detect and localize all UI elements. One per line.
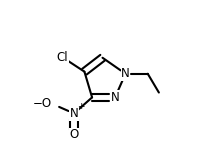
Text: N: N [111,91,119,104]
Text: +: + [77,102,84,111]
Text: Cl: Cl [56,51,68,64]
Text: −O: −O [33,97,52,110]
Text: N: N [121,67,130,80]
Text: N: N [70,107,78,120]
Text: O: O [69,128,79,142]
